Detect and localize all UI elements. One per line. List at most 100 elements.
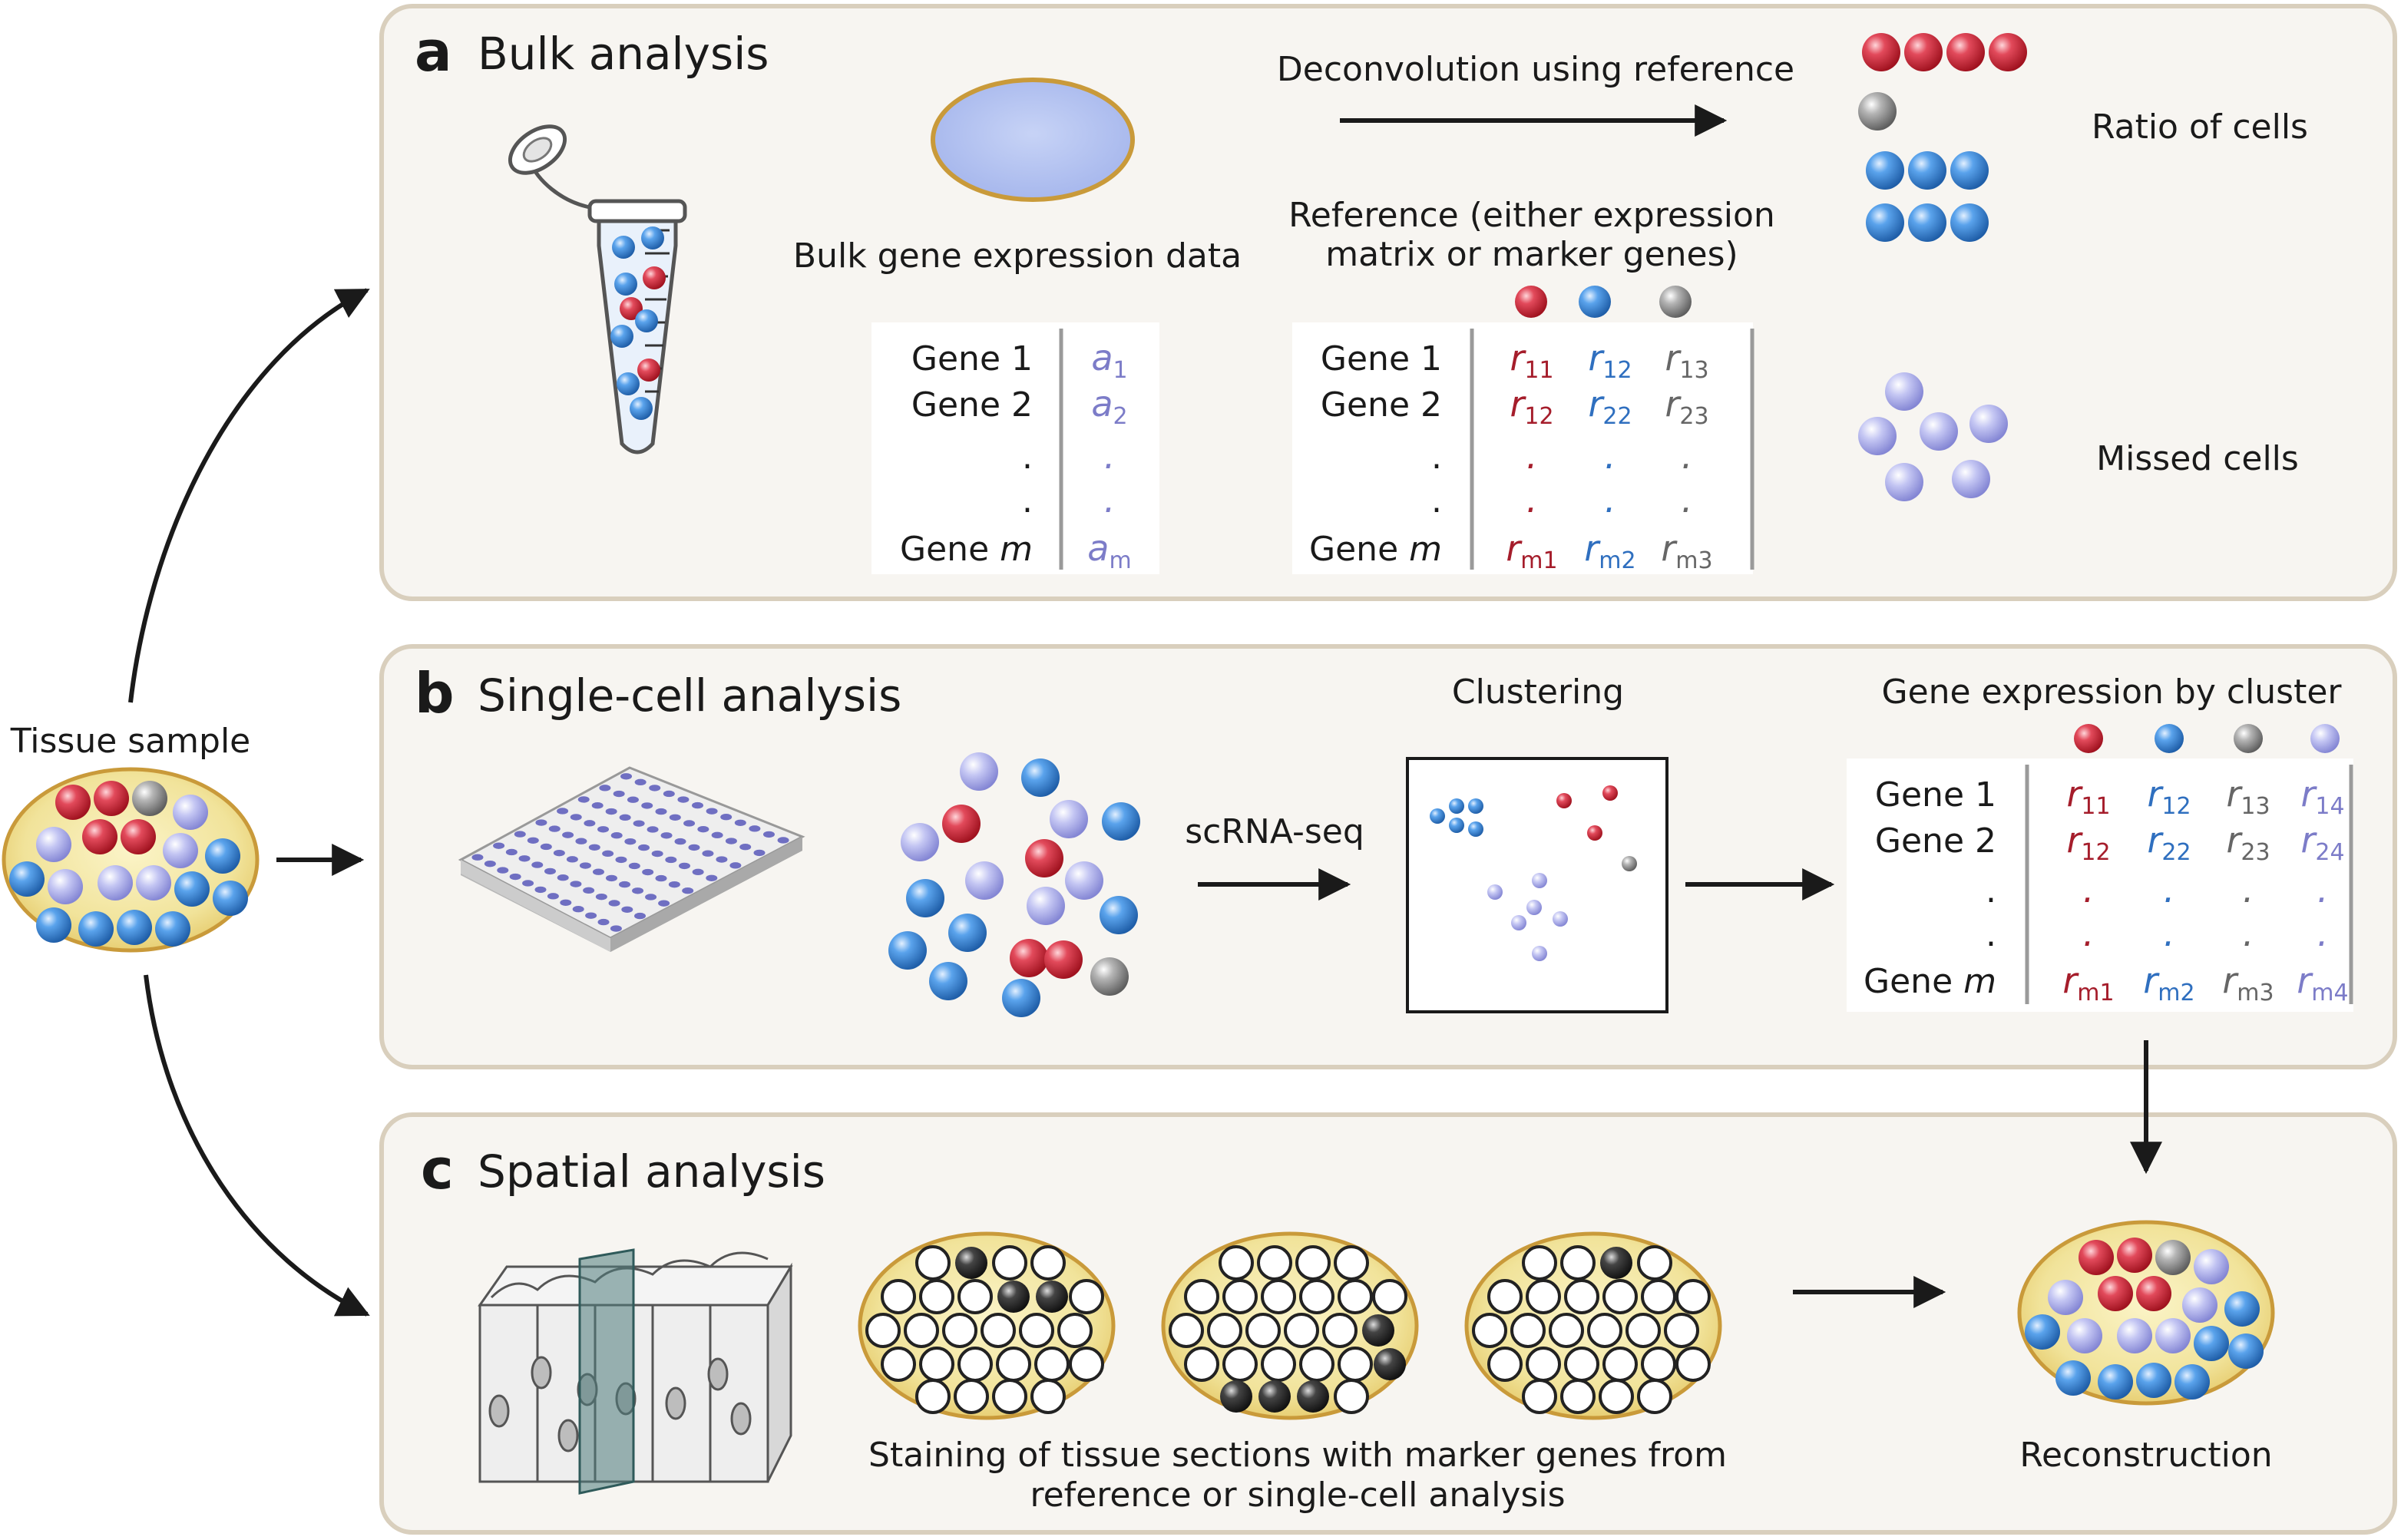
ratio-cells-group: [1858, 33, 2027, 242]
well: [645, 894, 657, 901]
tissue-sample-cell: [205, 838, 240, 874]
well: [739, 844, 752, 851]
section-3-empty-cell: [1472, 1313, 1507, 1348]
section-1-empty-cell: [1069, 1347, 1104, 1382]
tissue-sample-cell: [82, 819, 117, 854]
section-2-cell: [1374, 1348, 1406, 1380]
panel-b-letter: b: [415, 661, 455, 725]
well: [725, 838, 737, 844]
section-1-empty-cell: [942, 1313, 977, 1348]
matrix-cell: r11: [2066, 773, 2110, 820]
reconstruction-cell: [2048, 1280, 2083, 1315]
bulk-gene-column: Gene 1 Gene 2.. Gene m: [900, 339, 1033, 569]
section-3-empty-cell: [1625, 1313, 1661, 1348]
panel-a-title: Bulk analysis: [478, 28, 769, 80]
reconstruction-cell: [2174, 1364, 2210, 1400]
section-2-empty-cell: [1245, 1313, 1281, 1348]
section-1-cell: [955, 1247, 987, 1279]
well: [621, 906, 633, 913]
gene-row-label: .: [1431, 438, 1442, 477]
section-2-empty-cell: [1334, 1379, 1369, 1414]
section-3-empty-cell: [1522, 1245, 1557, 1281]
tissue-sample-cell: [36, 827, 71, 862]
matrix-cell: r12: [2147, 773, 2191, 820]
missed-cells-group: [1858, 372, 2008, 501]
section-3-empty-cell: [1641, 1279, 1676, 1314]
well: [711, 831, 723, 839]
section-2-empty-cell: [1295, 1245, 1331, 1281]
well: [518, 855, 531, 862]
well: [642, 868, 654, 876]
matrix-cell: .: [2164, 913, 2175, 954]
well: [599, 785, 611, 791]
tissue-sample-cell: [78, 911, 114, 947]
well: [619, 814, 631, 821]
section-3-empty-cell: [1487, 1279, 1523, 1314]
matrix-cell: r24: [2300, 819, 2344, 866]
well: [505, 848, 518, 856]
reference-gene-column: Gene 1 Gene 2.. Gene m: [1309, 339, 1442, 569]
section-1-empty-cell: [881, 1347, 916, 1382]
well: [547, 893, 559, 900]
stained-section-2-cells: [1169, 1245, 1407, 1414]
well: [674, 838, 686, 845]
section-1-empty-cell: [915, 1379, 951, 1414]
tissue-sample-cell: [98, 865, 133, 901]
matrix-cell: .: [1104, 435, 1116, 477]
section-2-cell: [1362, 1314, 1394, 1347]
missed-cells-label: Missed cells: [2096, 439, 2299, 478]
well: [557, 874, 569, 881]
well: [660, 832, 673, 839]
section-2-empty-cell: [1299, 1347, 1334, 1382]
well: [749, 825, 761, 832]
section-1-empty-cell: [1057, 1313, 1093, 1348]
section-3-empty-cell: [1526, 1279, 1561, 1314]
matrix-cell: .: [1526, 435, 1538, 477]
well: [628, 862, 640, 870]
matrix-cell: rm3: [2222, 960, 2274, 1006]
gene-row-label: Gene 2: [1875, 821, 1996, 861]
gene-row-label: .: [1986, 871, 1996, 910]
tissue-sample-cell: [55, 785, 91, 820]
matrix-cell: .: [1682, 435, 1693, 477]
well: [624, 838, 637, 845]
well: [692, 868, 704, 876]
stained-section-1-cells: [865, 1245, 1104, 1414]
reconstruction-cell: [2117, 1238, 2152, 1273]
well: [540, 843, 552, 851]
reconstruction-cell: [2079, 1240, 2114, 1275]
section-2-cell: [1297, 1380, 1329, 1413]
matrix-cell: r23: [1665, 383, 1708, 430]
matrix-cell: am: [1087, 527, 1131, 574]
matrix-cell: rm2: [1584, 527, 1635, 574]
reconstruction-cell: [2025, 1314, 2060, 1350]
reference-blue-cell-icon: [1579, 286, 1611, 318]
well: [509, 873, 521, 881]
well: [655, 808, 667, 815]
tissue-sample-cell: [117, 910, 152, 945]
tissue-sample-cell: [94, 781, 129, 816]
reconstruction-cell: [2194, 1326, 2229, 1361]
matrix-cell: r12: [2066, 819, 2110, 866]
well: [649, 785, 661, 791]
reconstruction-cell: [2136, 1363, 2171, 1398]
well: [535, 819, 547, 826]
well: [762, 831, 775, 838]
section-3-empty-cell: [1675, 1279, 1711, 1314]
well: [647, 826, 659, 833]
well: [588, 844, 600, 851]
section-2-empty-cell: [1261, 1347, 1296, 1382]
section-3-empty-cell: [1599, 1379, 1634, 1414]
section-3-empty-cell: [1510, 1313, 1546, 1348]
section-1-empty-cell: [919, 1279, 954, 1314]
matrix-cell: .: [1605, 479, 1616, 520]
matrix-cell: .: [2164, 869, 2175, 910]
tissue-sample-cell: [36, 907, 71, 943]
matrix-cell: r23: [2226, 819, 2270, 866]
matrix-cell: .: [2317, 869, 2329, 910]
well: [620, 773, 633, 780]
section-2-empty-cell: [1372, 1279, 1407, 1314]
well-plate-icon: [458, 766, 805, 952]
section-2-empty-cell: [1184, 1347, 1219, 1382]
